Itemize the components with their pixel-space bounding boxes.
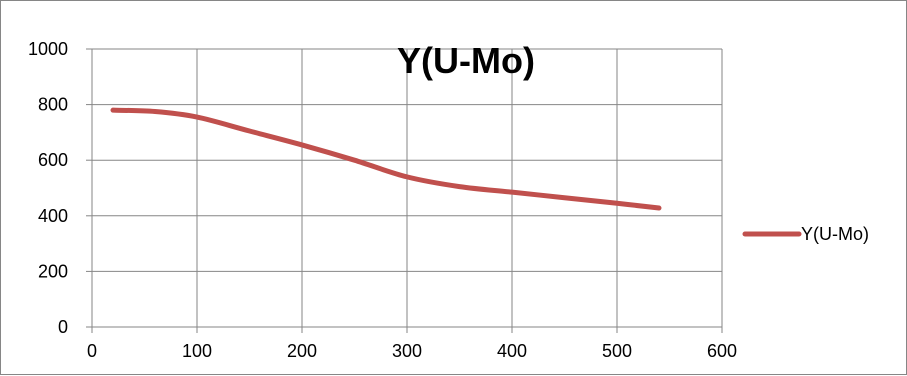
- gridlines: [92, 48, 723, 327]
- tick-labels: 0 100 200 300 400 500 600 0 200 400 600 800 1000: [28, 39, 737, 361]
- y-tick-label-5: 1000: [28, 39, 68, 59]
- x-tick-label-1: 100: [182, 341, 212, 361]
- x-tick-label-0: 0: [87, 341, 97, 361]
- y-tick-label-4: 800: [38, 95, 68, 115]
- y-tick-label-3: 600: [38, 150, 68, 170]
- series-lines: [110, 107, 662, 211]
- legend: Y(U-Mo): [742, 224, 869, 244]
- x-tick-label-5: 500: [602, 341, 632, 361]
- series-line-0: [110, 107, 662, 211]
- x-tick-label-4: 400: [497, 341, 527, 361]
- x-tick-label-6: 600: [707, 341, 737, 361]
- y-tick-label-1: 200: [38, 261, 68, 281]
- x-tick-label-2: 200: [287, 341, 317, 361]
- axes: [86, 48, 723, 333]
- y-tick-label-2: 400: [38, 206, 68, 226]
- y-tick-label-0: 0: [58, 317, 68, 337]
- x-tick-label-3: 300: [392, 341, 422, 361]
- legend-label-0: Y(U-Mo): [801, 224, 869, 244]
- chart-title: Y(U-Mo): [397, 40, 535, 81]
